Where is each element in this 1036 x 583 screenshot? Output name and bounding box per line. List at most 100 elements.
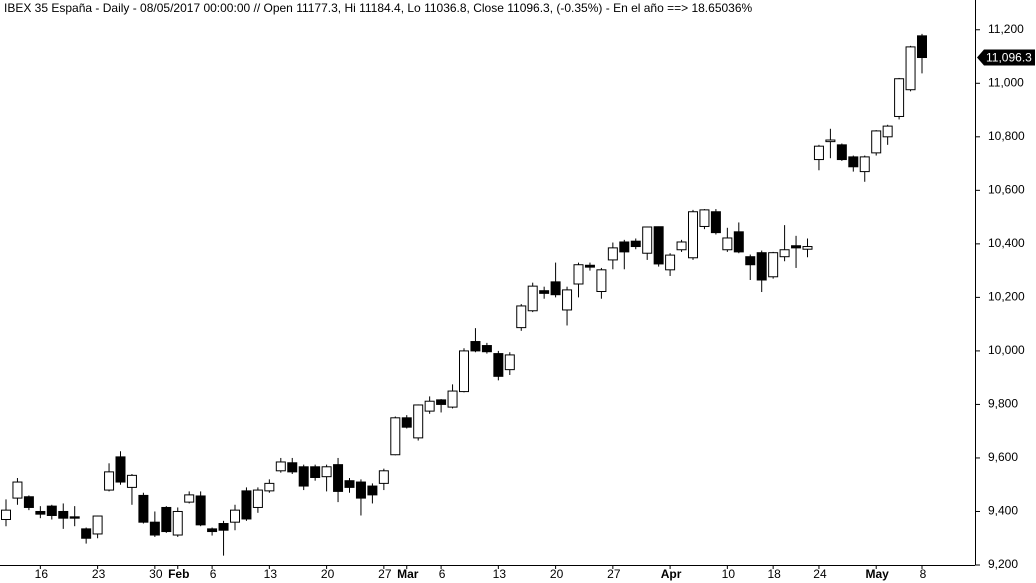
candle-body [275, 461, 286, 472]
candle-body [413, 404, 424, 439]
candle-body [424, 400, 435, 412]
candle-body [756, 252, 767, 281]
candle-body [688, 211, 698, 259]
x-tick-label: Apr [661, 567, 682, 581]
candle-body [596, 269, 607, 292]
candle-body [653, 226, 664, 265]
y-tick-label: 10,400 [988, 236, 1025, 250]
x-tick-label: 10 [722, 567, 736, 581]
candle-body [207, 528, 218, 533]
x-tick-label: 23 [92, 567, 106, 581]
candle-body [562, 289, 573, 311]
candle-body [848, 156, 859, 168]
candle-body [298, 466, 309, 487]
candle-body [779, 249, 790, 258]
candle-body [630, 240, 641, 248]
x-tick-label: 18 [767, 567, 781, 581]
candle-body [642, 226, 653, 254]
y-tick-label: 9,400 [988, 504, 1018, 518]
candle-body [367, 485, 378, 496]
candle-body [252, 489, 263, 508]
candle-body [230, 509, 240, 523]
candle-body [710, 211, 721, 234]
candle-body [836, 144, 847, 161]
x-tick-label: 27 [378, 567, 392, 581]
candle-body [436, 399, 447, 405]
candle-body [527, 285, 538, 312]
candle-body [1, 509, 11, 521]
candle-body [23, 496, 34, 508]
candle-body [871, 130, 882, 154]
candle-body [195, 495, 206, 526]
x-tick-label: 30 [149, 567, 163, 581]
x-tick-label: 6 [439, 567, 446, 581]
candle-body [619, 241, 630, 253]
candle-body [287, 462, 298, 473]
candle-body [894, 78, 905, 117]
candle-body [58, 510, 69, 519]
x-tick-label: 6 [210, 567, 217, 581]
candle-body [378, 470, 389, 484]
candle-body [676, 241, 687, 251]
y-tick-label: 11,200 [988, 22, 1024, 36]
candle-body [149, 521, 160, 536]
candle-body [161, 506, 172, 533]
candle-body [493, 353, 504, 377]
y-tick-label: 11,000 [988, 75, 1024, 89]
x-tick-label: May [866, 567, 890, 581]
y-tick-label: 10,200 [988, 290, 1025, 304]
y-tick-label: 10,800 [988, 129, 1025, 143]
candle-body [321, 466, 332, 478]
x-tick-label: 27 [607, 567, 621, 581]
x-tick-label: 24 [813, 567, 827, 581]
x-tick-label: 16 [35, 567, 49, 581]
y-tick-label: 9,600 [988, 450, 1018, 464]
candle-body [665, 254, 676, 271]
candle-body [584, 264, 595, 268]
candle-body [126, 474, 137, 488]
candle-body [516, 305, 527, 329]
candle-body [791, 245, 802, 249]
candle-body [917, 35, 927, 59]
candle-body [390, 417, 401, 456]
last-price-tag [977, 49, 1035, 66]
candle-body [46, 505, 57, 516]
candle-body [92, 515, 103, 535]
x-tick-label: 20 [321, 567, 335, 581]
x-tick-label: 13 [493, 567, 507, 581]
candle-body [401, 417, 412, 428]
candle-body [504, 354, 515, 371]
candle-body [699, 209, 710, 227]
candle-body [172, 510, 183, 536]
candle-body [607, 247, 618, 261]
candle-body [745, 256, 756, 266]
candle-body [310, 466, 321, 478]
candle-body [722, 237, 733, 251]
candle-body [573, 264, 584, 285]
last-price-label: 11,096.3 [986, 51, 1032, 65]
candle-body [333, 464, 344, 492]
candle-body [470, 341, 481, 352]
candle-body [218, 523, 229, 531]
x-tick-label: Feb [168, 567, 189, 581]
candle-body [825, 139, 836, 143]
candle-body [35, 510, 46, 515]
candle-body [104, 471, 115, 491]
candle-body [859, 156, 870, 173]
x-tick-label: 13 [264, 567, 278, 581]
y-tick-label: 9,200 [988, 557, 1018, 571]
candle-body [802, 246, 813, 250]
candle-body [882, 125, 893, 138]
candle-body [813, 145, 824, 161]
candle-body [447, 390, 458, 408]
candle-body [768, 252, 779, 278]
candle-body [355, 481, 366, 499]
candle-body [241, 490, 252, 520]
candle-body [481, 345, 492, 353]
candle-body [69, 516, 80, 519]
candle-body [733, 231, 744, 253]
candle-body [264, 482, 275, 492]
candle-body [459, 350, 469, 393]
candle-body [539, 290, 550, 294]
